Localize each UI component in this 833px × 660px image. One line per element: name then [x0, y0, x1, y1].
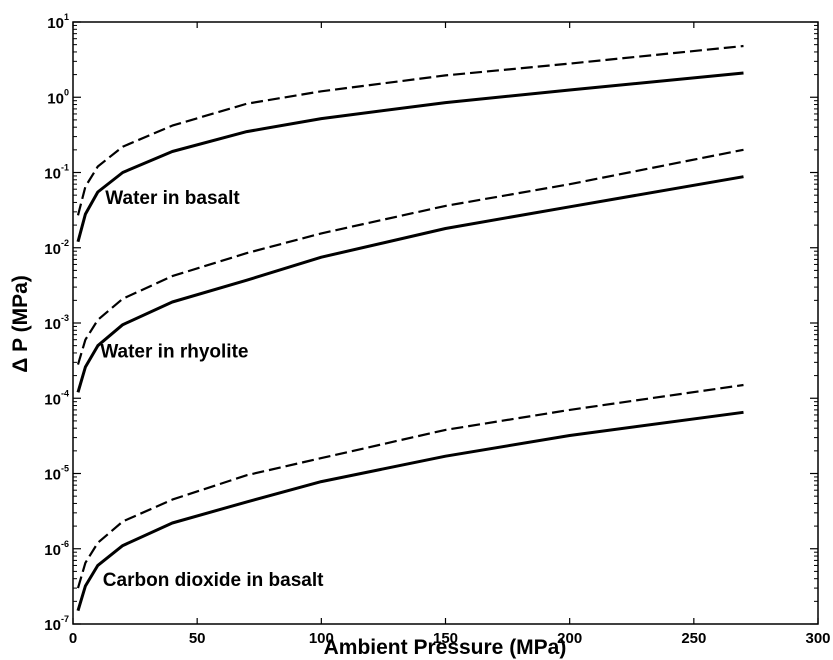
annotation-label: Carbon dioxide in basalt	[103, 570, 324, 591]
y-tick-label: 100	[47, 87, 69, 107]
dashed-series-line	[76, 44, 744, 216]
y-tick-label: 10-4	[44, 388, 69, 408]
annotation-label: Water in basalt	[105, 188, 240, 209]
y-tick-label: 10-3	[44, 313, 69, 333]
y-tick-label: 101	[47, 12, 69, 32]
y-tick-label: 10-5	[44, 464, 69, 484]
x-axis-title: Ambient Pressure (MPa)	[324, 636, 567, 659]
dashed-series-line	[76, 383, 744, 589]
x-tick-label: 100	[309, 630, 334, 647]
x-tick-label: 250	[681, 630, 706, 647]
annotation-label: Water in rhyolite	[100, 341, 248, 362]
series-lines	[76, 44, 744, 612]
solid-series-line	[76, 71, 744, 243]
tick-marks	[72, 21, 819, 625]
solid-series-line	[76, 410, 744, 612]
dashed-series-line	[76, 148, 744, 365]
plot-frame	[72, 21, 819, 625]
y-tick-label: 10-2	[44, 238, 69, 258]
x-tick-label: 150	[433, 630, 458, 647]
x-tick-labels: 0 50 100 150 200 250 300	[69, 630, 831, 647]
x-tick-label: 0	[69, 630, 77, 647]
y-tick-label: 10-6	[44, 539, 69, 559]
x-tick-label: 50	[189, 630, 206, 647]
y-tick-labels: 10-7 10-6 10-5 10-4 10-3 10-2 10-1 100 101	[44, 12, 69, 634]
x-tick-label: 300	[805, 630, 830, 647]
x-tick-label: 200	[557, 630, 582, 647]
y-axis-title: Δ P (MPa)	[9, 275, 32, 373]
y-tick-label: 10-7	[44, 614, 69, 634]
annotations: Water in basalt Water in rhyolite Carbon d…	[100, 188, 324, 591]
solid-series-line	[76, 175, 744, 393]
y-tick-label: 10-1	[44, 163, 69, 183]
